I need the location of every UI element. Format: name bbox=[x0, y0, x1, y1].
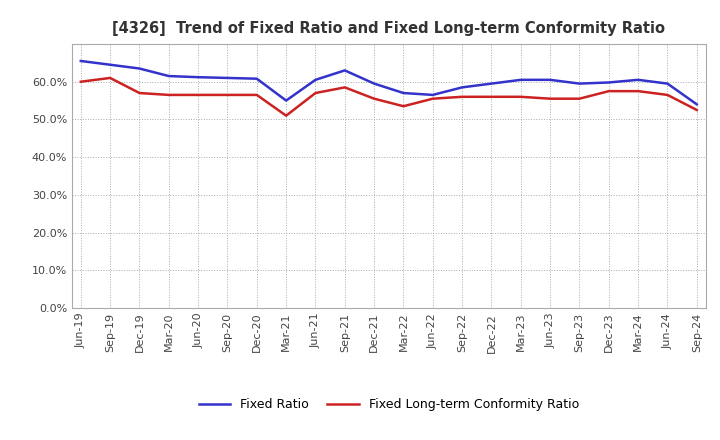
Fixed Ratio bbox=[311, 77, 320, 82]
Fixed Long-term Conformity Ratio bbox=[399, 103, 408, 109]
Fixed Ratio bbox=[428, 92, 437, 98]
Fixed Ratio bbox=[341, 68, 349, 73]
Fixed Long-term Conformity Ratio bbox=[428, 96, 437, 101]
Fixed Long-term Conformity Ratio bbox=[76, 79, 85, 84]
Fixed Long-term Conformity Ratio bbox=[135, 90, 144, 95]
Fixed Ratio bbox=[546, 77, 554, 82]
Fixed Long-term Conformity Ratio bbox=[605, 88, 613, 94]
Fixed Long-term Conformity Ratio bbox=[663, 92, 672, 98]
Fixed Ratio bbox=[399, 90, 408, 95]
Fixed Long-term Conformity Ratio bbox=[164, 92, 173, 98]
Fixed Long-term Conformity Ratio bbox=[693, 107, 701, 113]
Fixed Ratio bbox=[605, 80, 613, 85]
Fixed Ratio bbox=[164, 73, 173, 79]
Fixed Ratio bbox=[135, 66, 144, 71]
Fixed Ratio bbox=[106, 62, 114, 67]
Fixed Long-term Conformity Ratio bbox=[370, 96, 379, 101]
Fixed Ratio bbox=[282, 98, 290, 103]
Fixed Ratio bbox=[663, 81, 672, 86]
Title: [4326]  Trend of Fixed Ratio and Fixed Long-term Conformity Ratio: [4326] Trend of Fixed Ratio and Fixed Lo… bbox=[112, 21, 665, 36]
Fixed Ratio bbox=[693, 102, 701, 107]
Fixed Long-term Conformity Ratio bbox=[194, 92, 202, 98]
Fixed Long-term Conformity Ratio bbox=[634, 88, 642, 94]
Fixed Long-term Conformity Ratio bbox=[575, 96, 584, 101]
Fixed Ratio bbox=[194, 74, 202, 80]
Legend: Fixed Ratio, Fixed Long-term Conformity Ratio: Fixed Ratio, Fixed Long-term Conformity … bbox=[194, 393, 584, 416]
Fixed Ratio bbox=[516, 77, 525, 82]
Fixed Long-term Conformity Ratio bbox=[253, 92, 261, 98]
Fixed Ratio bbox=[223, 75, 232, 81]
Fixed Ratio bbox=[458, 85, 467, 90]
Fixed Long-term Conformity Ratio bbox=[106, 75, 114, 81]
Fixed Ratio bbox=[370, 81, 379, 86]
Fixed Ratio bbox=[634, 77, 642, 82]
Line: Fixed Ratio: Fixed Ratio bbox=[81, 61, 697, 104]
Line: Fixed Long-term Conformity Ratio: Fixed Long-term Conformity Ratio bbox=[81, 78, 697, 116]
Fixed Ratio bbox=[253, 76, 261, 81]
Fixed Ratio bbox=[76, 59, 85, 64]
Fixed Long-term Conformity Ratio bbox=[516, 94, 525, 99]
Fixed Ratio bbox=[575, 81, 584, 86]
Fixed Long-term Conformity Ratio bbox=[458, 94, 467, 99]
Fixed Long-term Conformity Ratio bbox=[311, 90, 320, 95]
Fixed Ratio bbox=[487, 81, 496, 86]
Fixed Long-term Conformity Ratio bbox=[282, 113, 290, 118]
Fixed Long-term Conformity Ratio bbox=[546, 96, 554, 101]
Fixed Long-term Conformity Ratio bbox=[341, 85, 349, 90]
Fixed Long-term Conformity Ratio bbox=[487, 94, 496, 99]
Fixed Long-term Conformity Ratio bbox=[223, 92, 232, 98]
